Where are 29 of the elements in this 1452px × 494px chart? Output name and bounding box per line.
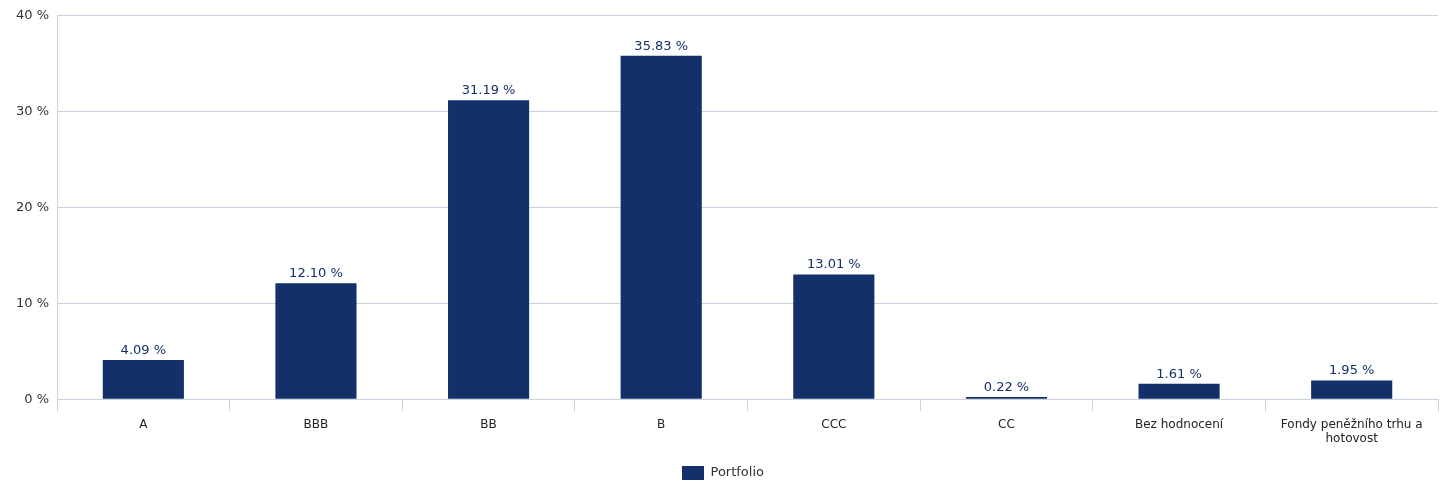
y-tick-label: 20 % [16,198,50,214]
bar [448,100,530,399]
legend-label: Portfolio [710,464,765,480]
x-tick-label: Bez hodnocení [1134,416,1224,431]
y-tick-label: 10 % [16,294,50,310]
data-label: 31.19 % [461,82,516,98]
data-label: 1.61 % [1156,365,1202,381]
bar [1138,383,1220,399]
x-tick-label: BB [480,416,497,431]
x-tick-label: B [657,416,666,431]
x-tick-label: Fondy peněžního trhu a hotovost [1280,416,1423,445]
y-tick-label: 30 % [16,103,50,119]
x-tick-label: CCC [821,416,847,431]
bar [102,360,184,399]
bar [275,283,357,399]
x-tick-label: A [139,416,149,431]
bar [1311,380,1393,399]
data-label: 4.09 % [120,341,167,357]
data-label: 0.22 % [983,378,1030,394]
data-label: 35.83 % [634,37,689,53]
y-tick-label: 40 % [16,7,50,23]
y-tick-label: 0 % [24,390,50,406]
data-label: 13.01 % [806,256,861,272]
bar [620,55,702,399]
data-label: 1.95 % [1328,362,1375,378]
bar [793,274,875,399]
data-label: 12.10 % [289,265,343,281]
x-tick-label: CC [998,416,1015,431]
x-tick-label: BBB [303,416,329,431]
